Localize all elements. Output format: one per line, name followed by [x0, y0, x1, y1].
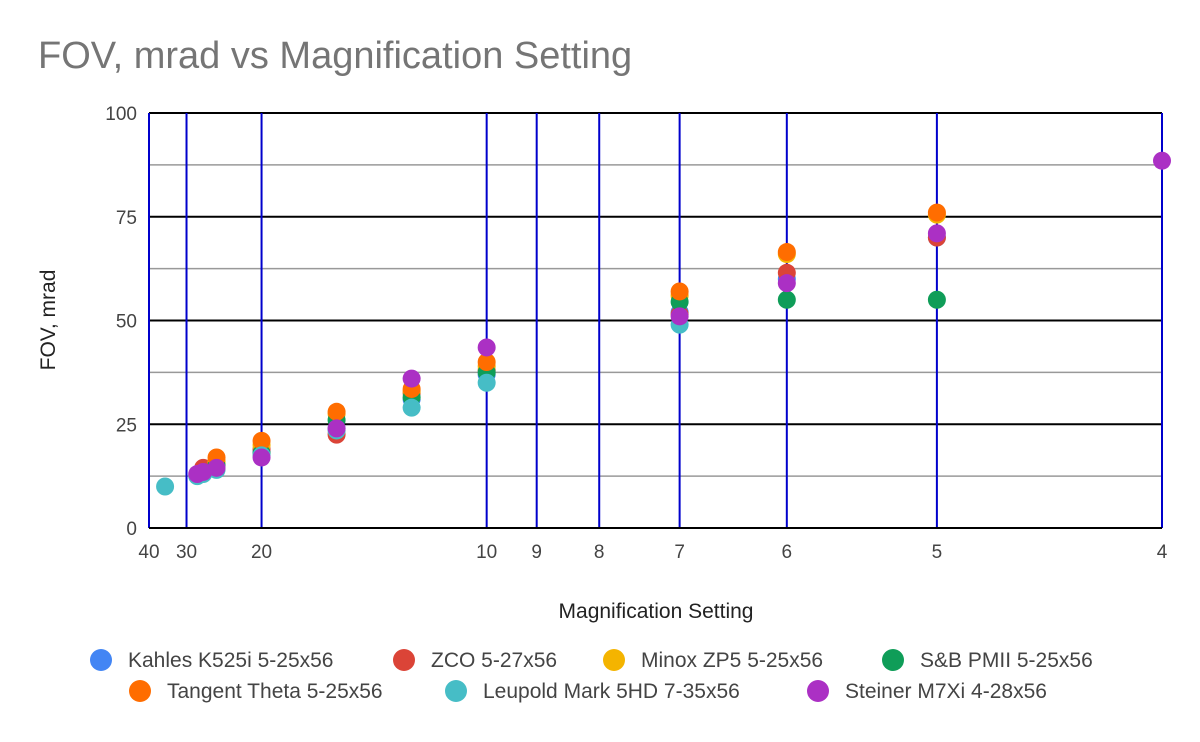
y-tick-label: 75 [116, 208, 137, 229]
x-tick-label: 4 [1157, 542, 1168, 563]
data-point [477, 373, 496, 392]
x-tick-label: 10 [476, 542, 497, 563]
data-point [670, 282, 689, 301]
data-point [477, 338, 496, 357]
data-points [156, 151, 1171, 496]
legend-swatch [445, 680, 467, 702]
data-point [402, 398, 421, 417]
x-tick-label: 40 [138, 542, 159, 563]
data-point [156, 477, 175, 496]
legend-label: S&B PMII 5-25x56 [920, 649, 1093, 672]
legend-label: Minox ZP5 5-25x56 [641, 649, 823, 672]
y-tick-label: 100 [105, 104, 137, 125]
x-tick-label: 30 [176, 542, 197, 563]
y-tick-label: 0 [126, 519, 137, 540]
data-point [402, 369, 421, 388]
x-tick-label: 8 [594, 542, 605, 563]
y-axis-label: FOV, mrad [37, 270, 60, 371]
legend: Kahles K525i 5-25x56 ZCO 5-27x56 Minox ZP5… [90, 649, 1093, 703]
legend-swatch [882, 649, 904, 671]
data-point [927, 290, 946, 309]
x-tick-label: 20 [251, 542, 272, 563]
x-tick-label: 7 [674, 542, 685, 563]
gridlines [148, 112, 1163, 529]
data-point [670, 307, 689, 326]
data-point [477, 353, 496, 371]
x-tick-label: 5 [932, 542, 943, 563]
legend-swatch [807, 680, 829, 702]
data-point [327, 402, 346, 421]
legend-swatch [129, 680, 151, 702]
legend-label: Steiner M7Xi 4-28x56 [845, 680, 1047, 703]
y-tick-labels: 0 25 50 75 100 [105, 104, 137, 540]
data-point [927, 224, 946, 243]
legend-swatch [393, 649, 415, 671]
x-tick-label: 9 [531, 542, 542, 563]
data-point [252, 431, 271, 450]
legend-label: Kahles K525i 5-25x56 [128, 649, 333, 672]
data-point [927, 203, 946, 222]
legend-swatch [603, 649, 625, 671]
data-point [777, 290, 796, 309]
legend-label: ZCO 5-27x56 [431, 649, 557, 672]
x-axis-label: Magnification Setting [559, 600, 754, 623]
y-tick-label: 50 [116, 312, 137, 333]
x-tick-labels: 40 30 20 10 9 8 7 6 5 4 [138, 542, 1167, 563]
x-tick-label: 6 [782, 542, 793, 563]
chart-title: FOV, mrad vs Magnification Setting [38, 35, 632, 77]
legend-label: Leupold Mark 5HD 7-35x56 [483, 680, 740, 703]
data-point [327, 419, 346, 438]
legend-swatch [90, 649, 112, 671]
y-tick-label: 25 [116, 415, 137, 436]
data-point [252, 448, 271, 467]
data-point [777, 243, 796, 262]
data-point [207, 458, 226, 477]
legend-label: Tangent Theta 5-25x56 [167, 680, 383, 703]
data-point [1153, 151, 1171, 170]
data-point [777, 274, 796, 293]
